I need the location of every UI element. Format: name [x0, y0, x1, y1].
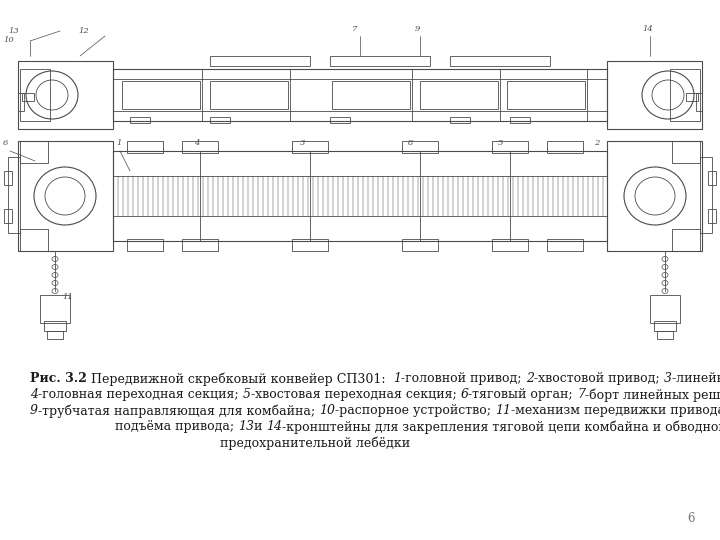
- Text: -борт линейных решtаков;: -борт линейных решtаков;: [585, 388, 720, 402]
- Text: 4: 4: [30, 388, 38, 401]
- Text: 12: 12: [78, 27, 89, 35]
- Bar: [22, 93, 34, 101]
- Text: 7: 7: [352, 25, 357, 33]
- Text: подъёма привода;: подъёма привода;: [115, 420, 238, 433]
- Bar: [40, 295, 70, 323]
- Text: -трубчатая направляющая для комбайна;: -трубчатая направляющая для комбайна;: [38, 404, 319, 417]
- Bar: [292, 239, 328, 251]
- Text: 6: 6: [688, 512, 695, 525]
- Bar: [708, 209, 716, 223]
- Text: 7: 7: [577, 388, 585, 401]
- Text: -линейный решtak;: -линейный решtak;: [672, 372, 720, 385]
- Bar: [20, 69, 50, 121]
- Bar: [113, 69, 607, 121]
- Text: 14: 14: [266, 420, 282, 433]
- Bar: [8, 157, 20, 233]
- Bar: [20, 141, 48, 163]
- Bar: [292, 141, 328, 153]
- Bar: [450, 56, 550, 66]
- Text: 3: 3: [300, 139, 305, 147]
- Bar: [672, 141, 700, 163]
- Text: и: и: [254, 420, 266, 433]
- Text: 13: 13: [238, 420, 254, 433]
- Text: 2: 2: [526, 372, 534, 385]
- Text: 10: 10: [319, 404, 335, 417]
- Bar: [4, 171, 12, 185]
- Bar: [47, 331, 63, 339]
- Bar: [492, 239, 528, 251]
- Bar: [182, 141, 218, 153]
- Bar: [420, 81, 498, 109]
- Bar: [402, 239, 438, 251]
- Bar: [708, 171, 716, 185]
- Text: Рис. 3.2: Рис. 3.2: [30, 372, 87, 385]
- Text: 13: 13: [8, 27, 19, 35]
- Text: 11: 11: [495, 404, 511, 417]
- Text: -распорное устройство;: -распорное устройство;: [335, 404, 495, 417]
- Bar: [547, 239, 583, 251]
- Text: 3: 3: [664, 372, 672, 385]
- Text: 1: 1: [116, 139, 122, 147]
- Bar: [182, 239, 218, 251]
- Bar: [113, 79, 607, 111]
- Text: 9: 9: [30, 404, 38, 417]
- Bar: [210, 81, 288, 109]
- Text: -хвостовая переходная секция;: -хвостовая переходная секция;: [251, 388, 460, 401]
- Text: 14: 14: [642, 25, 653, 33]
- Text: 2: 2: [594, 139, 599, 147]
- Bar: [4, 209, 12, 223]
- Bar: [507, 81, 585, 109]
- Bar: [607, 141, 702, 251]
- Text: 5: 5: [243, 388, 251, 401]
- Text: -хвостовой привод;: -хвостовой привод;: [534, 372, 664, 385]
- Bar: [210, 56, 310, 66]
- Bar: [650, 295, 680, 323]
- Text: 10: 10: [3, 36, 14, 44]
- Text: -механизм передвижки привода; 12-механизм: -механизм передвижки привода; 12-механиз…: [511, 404, 720, 417]
- Bar: [670, 69, 700, 121]
- Bar: [654, 321, 676, 331]
- Bar: [330, 117, 350, 123]
- Bar: [330, 56, 430, 66]
- Bar: [607, 61, 702, 129]
- Bar: [657, 331, 673, 339]
- Bar: [210, 117, 230, 123]
- Bar: [122, 81, 200, 109]
- Bar: [113, 151, 607, 241]
- Bar: [450, 117, 470, 123]
- Bar: [127, 239, 163, 251]
- Text: -головной привод;: -головной привод;: [401, 372, 526, 385]
- Text: -тяговый орган;: -тяговый орган;: [469, 388, 577, 401]
- Bar: [492, 141, 528, 153]
- Text: 1: 1: [393, 372, 401, 385]
- Bar: [696, 93, 702, 111]
- Bar: [700, 157, 712, 233]
- Bar: [20, 229, 48, 251]
- Bar: [18, 93, 24, 111]
- Bar: [18, 61, 113, 129]
- Bar: [127, 141, 163, 153]
- Text: 11: 11: [62, 293, 73, 301]
- Text: предохранительной лебёдки: предохранительной лебёдки: [220, 436, 410, 450]
- Bar: [686, 93, 698, 101]
- Bar: [547, 141, 583, 153]
- Bar: [130, 117, 150, 123]
- Text: 5: 5: [498, 139, 503, 147]
- Text: -кронштейны для закрепления тяговой цепи комбайна и обводного устройства: -кронштейны для закрепления тяговой цепи…: [282, 420, 720, 434]
- Text: -головная переходная секция;: -головная переходная секция;: [38, 388, 243, 401]
- Bar: [402, 141, 438, 153]
- Bar: [332, 81, 410, 109]
- Text: Передвижной скребковый конвейер СП301:: Передвижной скребковый конвейер СП301:: [87, 372, 393, 386]
- Text: 4: 4: [194, 139, 199, 147]
- Text: 6: 6: [460, 388, 469, 401]
- Text: 6: 6: [3, 139, 9, 147]
- Text: 8: 8: [408, 139, 413, 147]
- Bar: [44, 321, 66, 331]
- Bar: [510, 117, 530, 123]
- Text: 9: 9: [415, 25, 420, 33]
- Bar: [18, 141, 113, 251]
- Bar: [672, 229, 700, 251]
